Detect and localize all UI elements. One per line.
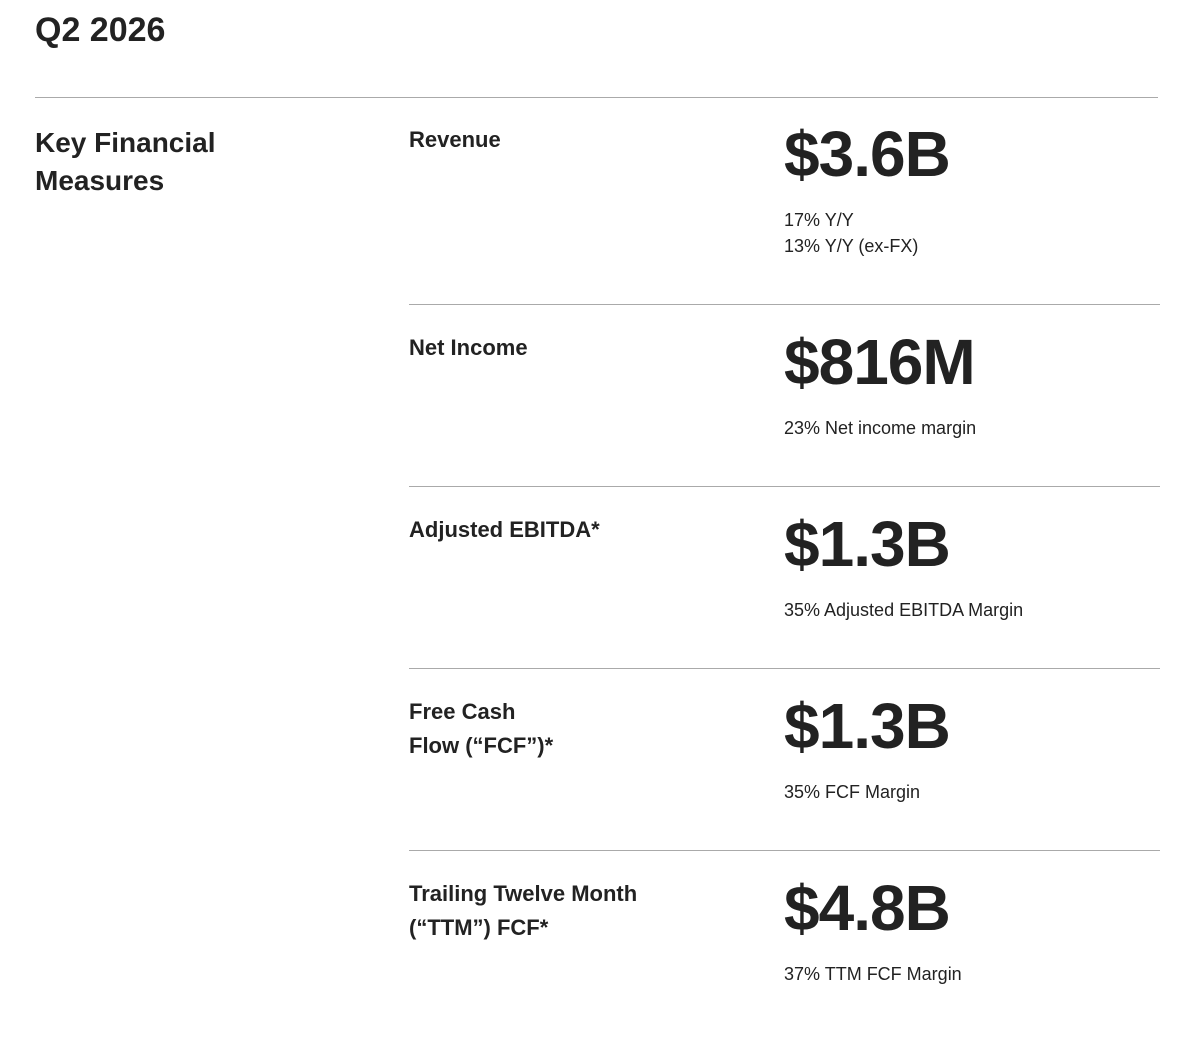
metric-value: $3.6B — [784, 118, 951, 190]
metric-notes: 37% TTM FCF Margin — [784, 961, 1160, 987]
metric-note: 13% Y/Y (ex-FX) — [784, 236, 919, 256]
metric-label-line: Flow (“FCF”)* — [409, 733, 554, 758]
metric-note: 35% FCF Margin — [784, 782, 921, 802]
metric-row: Revenue $3.6B 17% Y/Y 13% Y/Y (ex-FX) — [409, 97, 1160, 304]
metric-note: 17% Y/Y — [784, 210, 854, 230]
metric-label-line: (“TTM”) FCF* — [409, 915, 549, 940]
metric-row: Adjusted EBITDA* $1.3B 35% Adjusted EBITDA… — [409, 486, 1160, 668]
metric-detail: $3.6B 17% Y/Y 13% Y/Y (ex-FX) — [784, 119, 1160, 259]
metric-label: Trailing Twelve Month (“TTM”) FCF* — [409, 877, 784, 987]
divider — [35, 97, 1158, 98]
metric-notes: 35% FCF Margin — [784, 779, 1160, 805]
metric-label-line: Trailing Twelve Month — [409, 881, 638, 906]
metric-row: Free Cash Flow (“FCF”)* $1.3B 35% FCF Margi… — [409, 668, 1160, 850]
metric-notes: 35% Adjusted EBITDA Margin — [784, 597, 1160, 623]
metric-detail: $4.8B 37% TTM FCF Margin — [784, 873, 1160, 987]
metric-detail: $1.3B 35% FCF Margin — [784, 691, 1160, 805]
metric-note: 37% TTM FCF Margin — [784, 964, 962, 984]
metric-label-line: Net Income — [409, 335, 528, 360]
metric-row: Trailing Twelve Month (“TTM”) FCF* $4.8B 37… — [409, 850, 1160, 1032]
metric-detail: $1.3B 35% Adjusted EBITDA Margin — [784, 509, 1160, 623]
metric-value: $1.3B — [784, 690, 951, 762]
metric-value: $4.8B — [784, 872, 951, 944]
metric-note: 35% Adjusted EBITDA Margin — [784, 600, 1024, 620]
metric-label: Net Income — [409, 331, 784, 441]
section-title-line: Key Financial — [35, 127, 216, 158]
metric-notes: 17% Y/Y 13% Y/Y (ex-FX) — [784, 207, 1160, 259]
metric-row: Net Income $816M 23% Net income margin — [409, 304, 1160, 486]
metric-label: Free Cash Flow (“FCF”)* — [409, 695, 784, 805]
section-title: Key Financial Measures — [35, 124, 216, 200]
page-title: Q2 2026 — [35, 11, 166, 49]
metric-label: Revenue — [409, 123, 784, 259]
metric-value: $816M — [784, 326, 976, 398]
metric-detail: $816M 23% Net income margin — [784, 327, 1160, 441]
metric-label-line: Free Cash — [409, 699, 516, 724]
section-title-line: Measures — [35, 165, 165, 196]
metric-label-line: Adjusted EBITDA* — [409, 517, 600, 542]
metric-label-line: Revenue — [409, 127, 501, 152]
metrics-list: Revenue $3.6B 17% Y/Y 13% Y/Y (ex-FX) Net In… — [409, 97, 1160, 1032]
metric-note: 23% Net income margin — [784, 418, 977, 438]
metric-label: Adjusted EBITDA* — [409, 513, 784, 623]
metric-value: $1.3B — [784, 508, 951, 580]
metric-notes: 23% Net income margin — [784, 415, 1160, 441]
